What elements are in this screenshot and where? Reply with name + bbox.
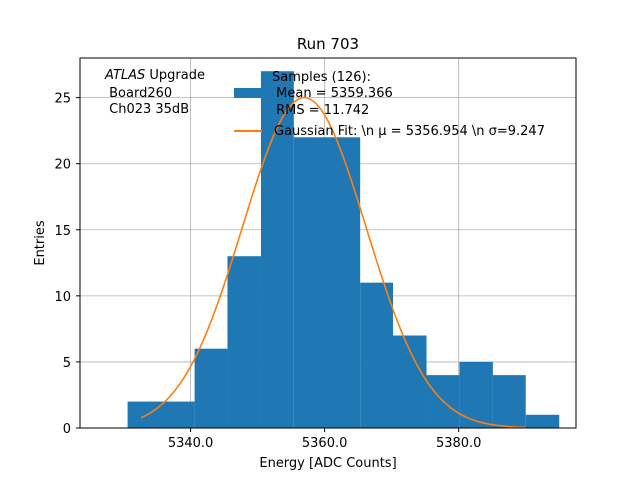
legend-fit-label: Gaussian Fit: \n μ = 5356.954 \n σ=9.247 — [274, 124, 545, 139]
plot-frame — [79, 57, 577, 429]
y-axis-label: Entries — [33, 220, 48, 266]
axis-ticks: 5340.0 5360.0 5380.0 0 5 10 15 20 25 — [54, 92, 481, 451]
legend-samples-mean: Mean = 5359.366 — [272, 86, 393, 101]
gaussian-fit — [140, 96, 526, 429]
histogram-bar-1 — [194, 348, 228, 428]
legend-samples-rms: RMS = 11.742 — [272, 103, 369, 118]
histogram-bar-10 — [525, 414, 560, 428]
y-tick-label-3: 15 — [54, 224, 71, 239]
x-tick-label-2: 5380.0 — [436, 436, 482, 451]
y-tick-label-4: 20 — [54, 158, 71, 173]
annotation-line3: Ch023 35dB — [105, 102, 189, 117]
y-tick-label-2: 10 — [54, 290, 71, 305]
x-tick-label-0: 5340.0 — [168, 436, 214, 451]
legend-swatch-samples — [234, 88, 262, 98]
x-axis-label: Energy [ADC Counts] — [259, 456, 396, 471]
fit-curve — [140, 96, 526, 429]
chart-title: Run 703 — [297, 35, 359, 53]
legend-samples-label: Samples (126): — [272, 70, 371, 85]
histogram-bars — [127, 71, 560, 429]
y-tick-label-5: 25 — [54, 92, 71, 107]
annotation-line1: ATLAS Upgrade — [104, 68, 205, 83]
atlas-annotation: ATLAS Upgrade Board260 Ch023 35dB — [104, 68, 205, 117]
histogram-bar-2 — [227, 256, 261, 428]
histogram-bar-9 — [492, 375, 526, 428]
histogram-bar-3 — [260, 71, 294, 428]
y-tick-label-0: 0 — [63, 422, 71, 437]
histogram-bar-8 — [459, 361, 493, 428]
histogram-bar-4 — [293, 137, 361, 429]
legend: Samples (126): Mean = 5359.366 RMS = 11.… — [234, 70, 545, 139]
histogram-bar-5 — [360, 282, 394, 428]
y-tick-label-1: 5 — [63, 356, 71, 371]
annotation-line2: Board260 — [105, 86, 172, 101]
x-tick-label-1: 5360.0 — [302, 436, 348, 451]
